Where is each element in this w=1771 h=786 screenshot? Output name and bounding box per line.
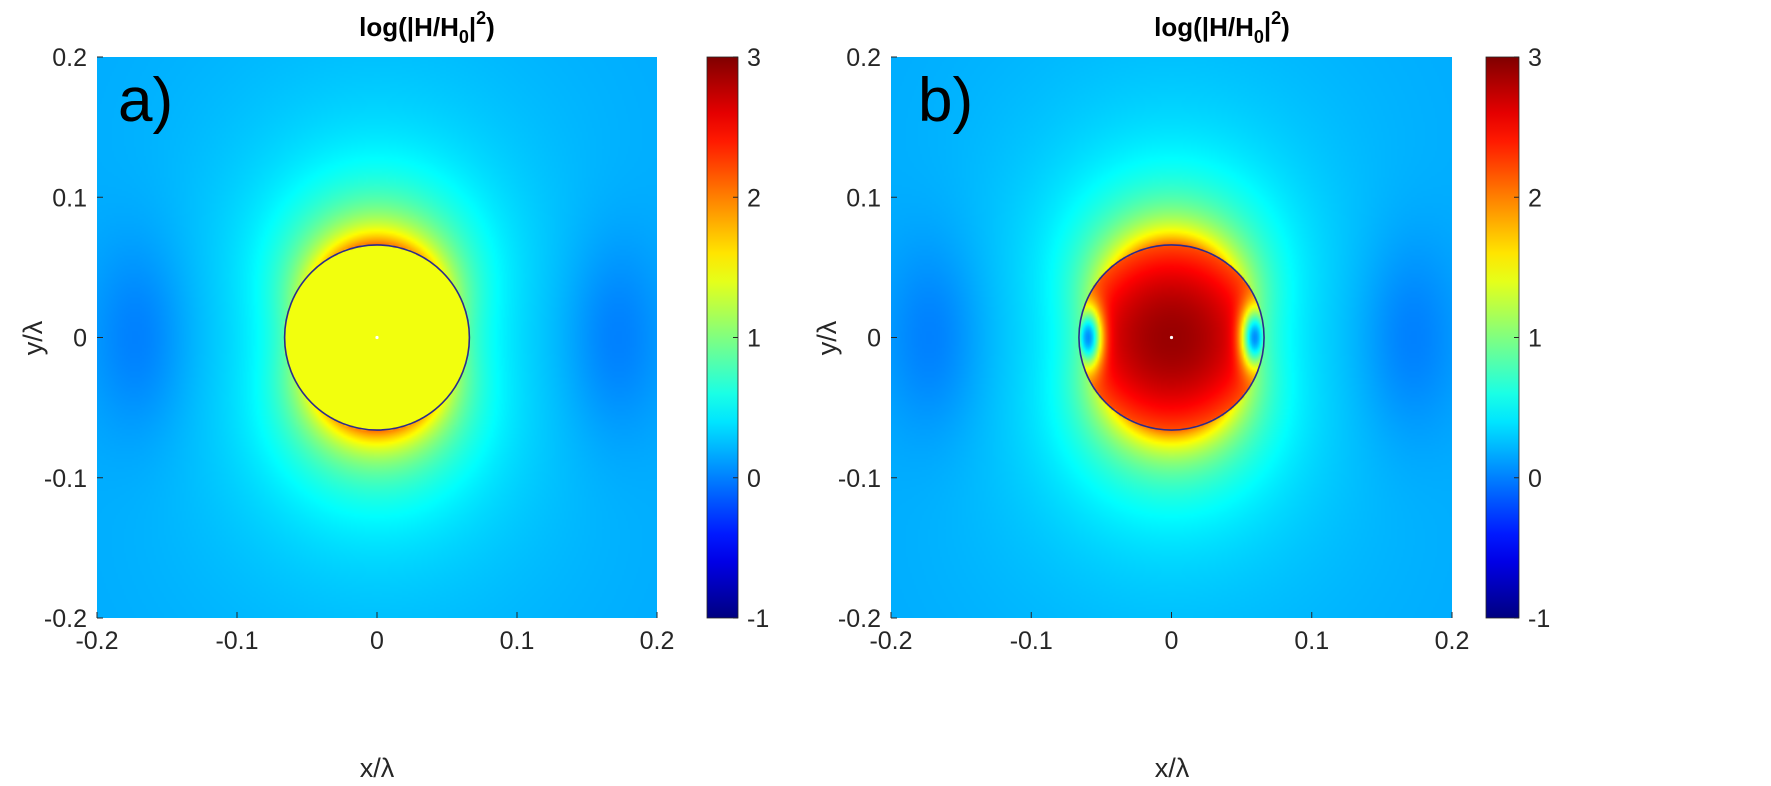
colorbar-tick-label: -1 — [747, 605, 769, 633]
colorbar-tick-label: 0 — [747, 465, 761, 493]
panel-a-title: log(|H/H0|2) — [359, 8, 495, 47]
center-marker — [375, 335, 379, 340]
panel-b-label: b) — [918, 66, 973, 135]
panel-a: log(|H/H0|2) -0.2 -0.1 0 0.1 0.2 -0.2 -0.1 0 0.1… — [18, 8, 769, 783]
panel-b: log(|H/H0|2) -0.2 -0.1 0 0.1 0.2 -0.2 -0.1 0 0.1… — [812, 8, 1550, 783]
panel-a-xlabel: x/λ — [360, 753, 395, 783]
panel-b-ylabel: y/λ — [812, 320, 842, 355]
y-tick-label: 0.1 — [52, 184, 87, 212]
panel-a-label: a) — [118, 66, 173, 135]
y-tick-label: -0.1 — [838, 465, 881, 493]
x-tick-label: 0.1 — [1294, 627, 1329, 655]
y-tick-label: 0.2 — [846, 44, 881, 72]
x-tick-label: 0.1 — [500, 627, 535, 655]
y-tick-label: -0.2 — [838, 605, 881, 633]
panel-a-heatmap: -0.2 -0.1 0 0.1 0.2 -0.2 -0.1 0 0.1 0.2 3 2 1 0 -1 — [44, 44, 769, 655]
x-tick-label: -0.1 — [1010, 627, 1053, 655]
y-tick-label: 0 — [867, 325, 881, 353]
panel-b-heatmap: -0.2 -0.1 0 0.1 0.2 -0.2 -0.1 0 0.1 0.2 3 2 1 0 -1 — [838, 44, 1550, 655]
colorbar-tick-label: 2 — [1528, 184, 1542, 212]
colorbar-tick-label: -1 — [1528, 605, 1550, 633]
y-tick-label: -0.2 — [44, 605, 87, 633]
panel-b-xlabel: x/λ — [1155, 753, 1190, 783]
colorbar-tick-label: 3 — [1528, 44, 1542, 72]
center-marker — [1169, 335, 1174, 340]
y-tick-label: 0.1 — [846, 184, 881, 212]
panel-a-ylabel: y/λ — [18, 320, 48, 355]
y-tick-label: 0 — [73, 325, 87, 353]
x-tick-label: 0 — [370, 627, 384, 655]
x-tick-label: -0.2 — [75, 627, 118, 655]
colorbar — [1485, 56, 1520, 619]
x-tick-label: 0 — [1165, 627, 1179, 655]
colorbar-tick-label: 0 — [1528, 465, 1542, 493]
colorbar-tick-label: 1 — [1528, 325, 1542, 353]
panel-b-title: log(|H/H0|2) — [1154, 8, 1290, 47]
x-tick-label: -0.1 — [215, 627, 258, 655]
x-tick-label: 0.2 — [640, 627, 675, 655]
colorbar-tick-label: 1 — [747, 325, 761, 353]
cylinder-outline — [1078, 244, 1265, 431]
cylinder-outline — [283, 244, 471, 431]
colorbar-tick-label: 2 — [747, 184, 761, 212]
y-tick-label: -0.1 — [44, 465, 87, 493]
y-tick-label: 0.2 — [52, 44, 87, 72]
colorbar-tick-label: 3 — [747, 44, 761, 72]
x-tick-label: -0.2 — [869, 627, 912, 655]
colorbar — [706, 56, 739, 619]
x-tick-label: 0.2 — [1435, 627, 1470, 655]
